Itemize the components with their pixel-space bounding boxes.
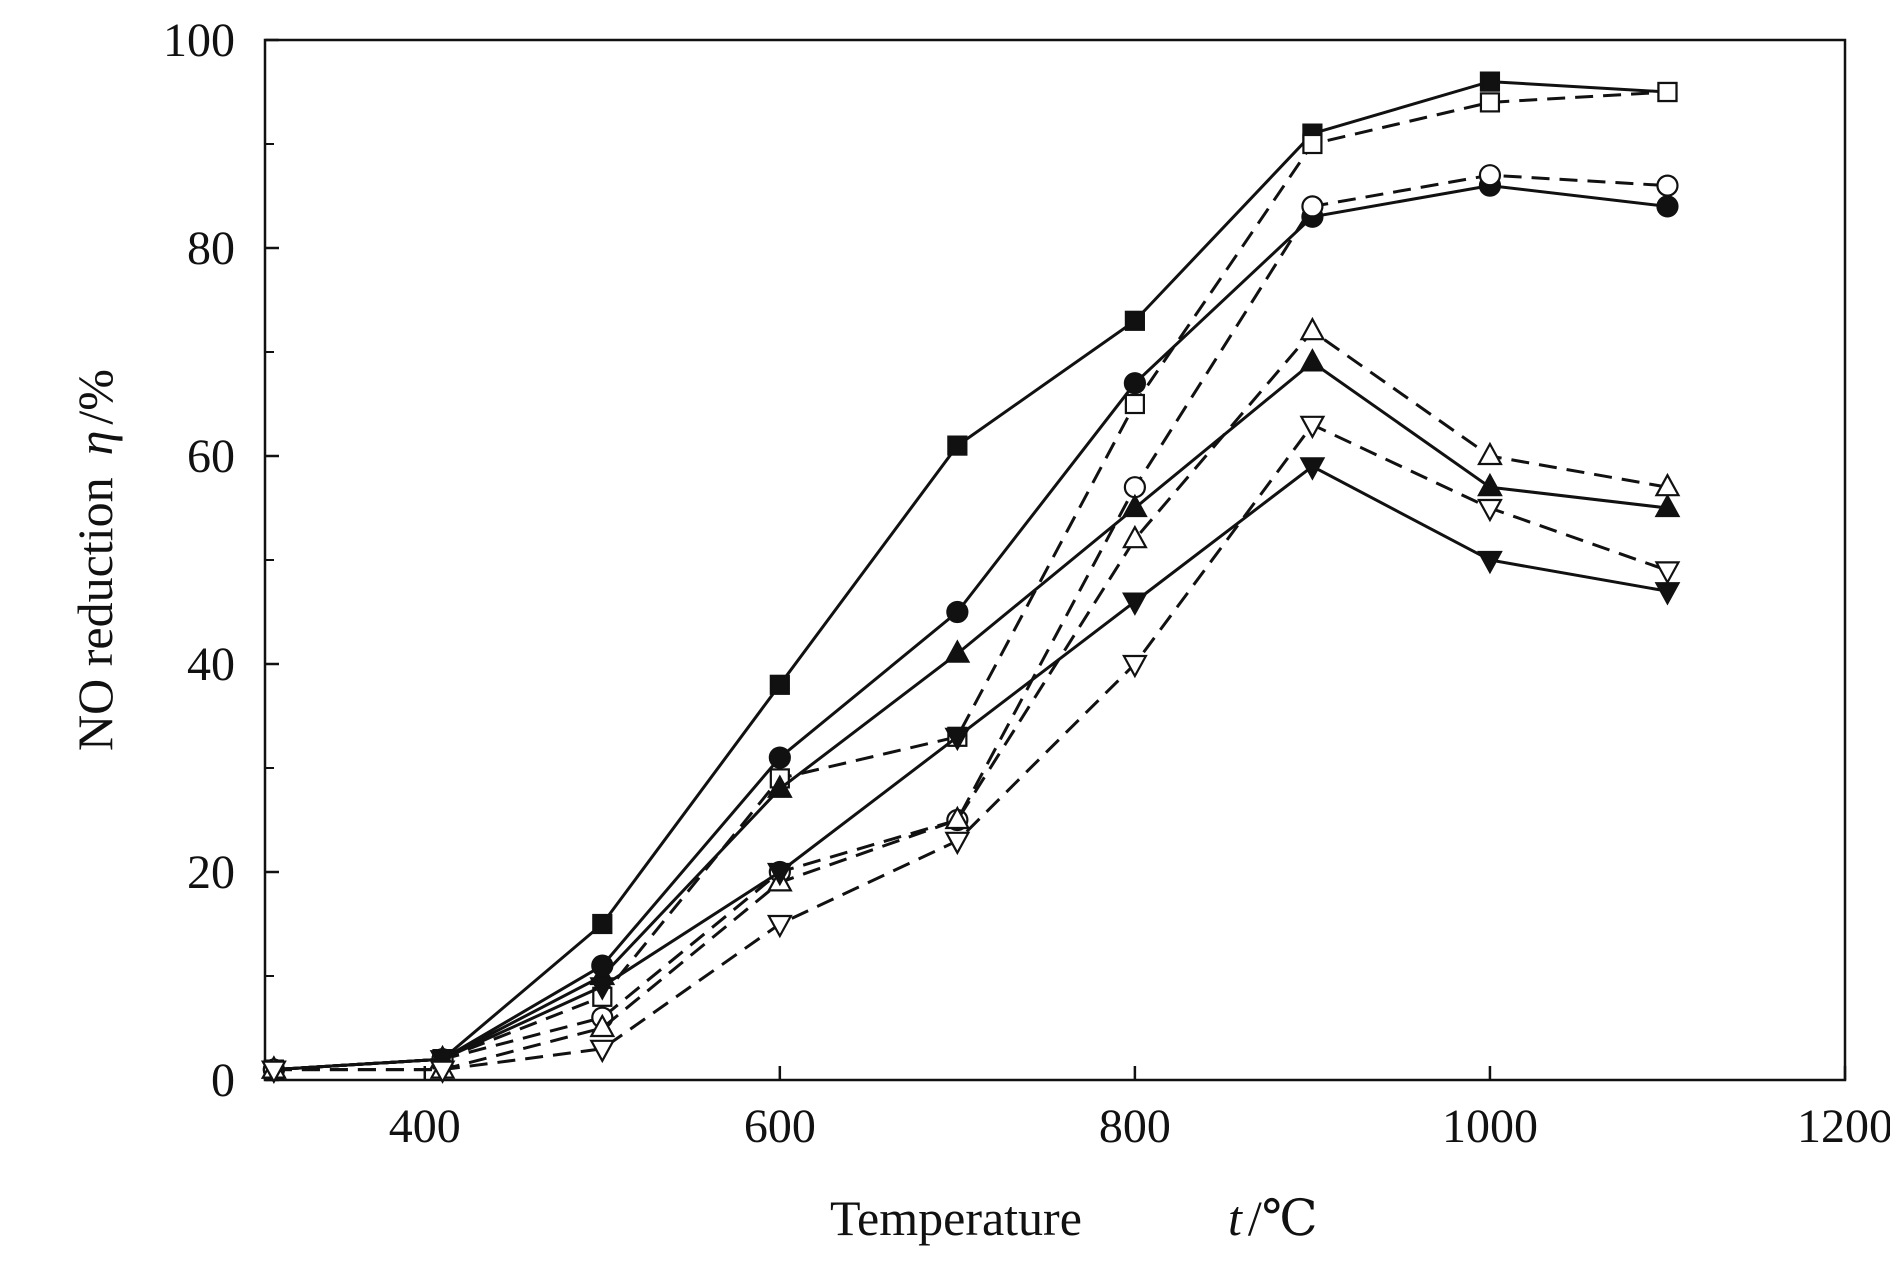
data-point <box>261 1060 287 1084</box>
axis-ticks: 400 600 800 1000 1200 0 20 40 60 80 100 <box>163 14 1890 1153</box>
data-point <box>1654 582 1681 606</box>
series-layer <box>261 71 1681 1084</box>
data-point <box>947 435 968 456</box>
data-point <box>589 1039 616 1064</box>
y-tick-label: 60 <box>187 430 235 483</box>
data-point <box>1302 133 1323 155</box>
data-point <box>1122 654 1148 679</box>
data-point <box>1656 195 1679 218</box>
data-point <box>1123 372 1146 395</box>
data-point <box>1479 71 1501 92</box>
y-tick-label: 0 <box>211 1054 235 1107</box>
series-2 <box>262 174 1679 1081</box>
data-point <box>944 639 971 663</box>
data-point <box>769 674 790 695</box>
series-line <box>273 173 1668 1072</box>
series-1 <box>263 81 1678 1080</box>
y-axis-title: NO reduction η /% <box>67 369 123 751</box>
series-7 <box>261 415 1681 1084</box>
data-point <box>429 1060 456 1084</box>
x-axis-title-word: Temperature <box>830 1190 1082 1246</box>
series-line <box>273 422 1668 1072</box>
data-point <box>1654 493 1681 518</box>
y-tick-label: 100 <box>163 14 235 67</box>
data-point <box>592 913 613 935</box>
data-point <box>1478 164 1502 187</box>
series-3 <box>262 164 1679 1081</box>
x-tick-label: 1200 <box>1797 1100 1890 1153</box>
data-point <box>1654 561 1681 585</box>
x-tick-label: 600 <box>744 1100 816 1153</box>
x-tick-label: 800 <box>1099 1100 1171 1153</box>
data-point <box>944 831 971 856</box>
data-point <box>1299 316 1326 341</box>
data-point <box>1122 592 1148 616</box>
data-point <box>944 805 971 830</box>
x-tick-label: 400 <box>389 1100 461 1153</box>
data-point <box>589 1013 616 1038</box>
y-axis-title-word: NO reduction <box>67 477 123 751</box>
data-point <box>766 774 793 798</box>
data-point <box>768 746 791 769</box>
data-point <box>944 727 971 752</box>
data-point <box>1124 393 1145 415</box>
data-point <box>589 977 616 1001</box>
data-point <box>766 914 793 939</box>
data-point <box>1477 472 1503 497</box>
data-point <box>1122 493 1148 518</box>
y-axis-title-symbol: η <box>67 431 123 456</box>
data-point <box>1657 81 1678 103</box>
data-point <box>1301 195 1324 218</box>
plot-frame <box>263 38 1847 1082</box>
data-point <box>1479 92 1501 113</box>
x-tick-label: 1000 <box>1442 1100 1538 1153</box>
series-5 <box>261 316 1681 1079</box>
series-line <box>273 360 1668 1072</box>
series-0 <box>263 71 1678 1080</box>
y-tick-label: 40 <box>187 638 235 691</box>
y-tick-label: 80 <box>187 222 235 275</box>
series-4 <box>261 348 1681 1079</box>
x-axis-title-unit: /℃ <box>1248 1190 1318 1246</box>
series-6 <box>261 457 1681 1084</box>
series-line <box>273 329 1668 1072</box>
data-point <box>1299 415 1326 440</box>
series-line <box>273 90 1668 1072</box>
data-point <box>1124 310 1145 331</box>
y-tick-label: 20 <box>187 846 235 899</box>
series-line <box>273 80 1668 1072</box>
data-point <box>946 600 969 624</box>
data-point <box>1299 457 1326 481</box>
x-axis-title-symbol: t <box>1228 1190 1243 1246</box>
data-point <box>1654 472 1681 497</box>
series-line <box>273 184 1668 1072</box>
data-point <box>1299 348 1326 372</box>
data-point <box>1122 524 1148 549</box>
data-point <box>1477 441 1503 466</box>
y-axis-title-unit: /% <box>67 369 123 425</box>
data-point <box>766 862 793 887</box>
x-axis-title: Temperature t/℃ <box>830 1190 1318 1246</box>
series-line <box>273 464 1668 1072</box>
data-point <box>1477 550 1503 575</box>
data-point <box>1477 498 1503 523</box>
data-point <box>1656 174 1679 197</box>
